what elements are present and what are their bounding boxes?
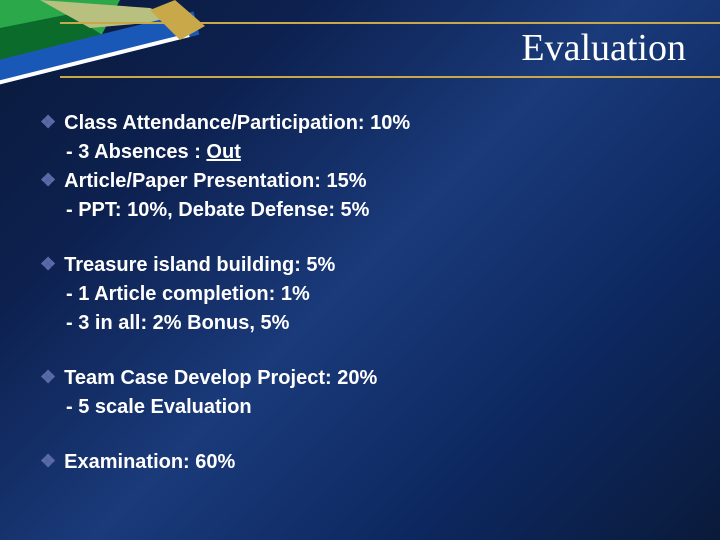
bullet-head-text: Examination: 60%: [64, 449, 235, 476]
bullet-item: ❖ Examination: 60%: [40, 449, 690, 476]
bullet-sub-line: - 3 Absences : Out: [66, 139, 690, 166]
bullet-sub-text: - PPT: 10%, Debate Defense: 5%: [66, 199, 369, 221]
diamond-bullet-icon: ❖: [40, 110, 56, 135]
header: Evaluation: [0, 0, 720, 100]
bullet-sub-text: - 3 in all: 2% Bonus, 5%: [66, 312, 289, 334]
bullet-head-text: Class Attendance/Participation: 10%: [64, 110, 410, 137]
diamond-bullet-icon: ❖: [40, 252, 56, 277]
bullet-sub-text: - 3 Absences :: [66, 141, 206, 163]
diamond-bullet-icon: ❖: [40, 449, 56, 474]
bullet-sub-underlined: Out: [206, 141, 240, 163]
bullet-head-text: Treasure island building: 5%: [64, 252, 335, 279]
content-area: ❖Class Attendance/Participation: 10%- 3 …: [40, 110, 690, 478]
diamond-bullet-icon: ❖: [40, 168, 56, 193]
diamond-bullet-icon: ❖: [40, 365, 56, 390]
bullet-item: ❖ Team Case Develop Project: 20%: [40, 365, 690, 392]
bullet-item: ❖ Class Attendance/Participation: 10%: [40, 110, 690, 137]
slide: Evaluation ❖ Class Attendance/Participati…: [0, 0, 720, 540]
accent-line-top: [60, 22, 720, 24]
page-title: Evaluation: [521, 26, 686, 70]
bullet-item: ❖ Article/Paper Presentation: 15%: [40, 168, 690, 195]
bullet-sub-line: - 1 Article completion: 1%: [66, 281, 690, 308]
bullet-sub-line: - PPT: 10%, Debate Defense: 5%: [66, 197, 690, 224]
bullet-sub-line: - 5 scale Evaluation: [66, 394, 690, 421]
bullet-sub-text: - 5 scale Evaluation: [66, 396, 252, 418]
group-spacer: [40, 339, 690, 365]
bullet-sub-text: - 1 Article completion: 1%: [66, 283, 310, 305]
bullet-head-text: Article/Paper Presentation: 15%: [64, 168, 366, 195]
group-spacer: [40, 423, 690, 449]
bullet-sub-line: - 3 in all: 2% Bonus, 5%: [66, 310, 690, 337]
accent-line-bottom: [60, 76, 720, 78]
bullet-head-text: Team Case Develop Project: 20%: [64, 365, 377, 392]
group-spacer: [40, 226, 690, 252]
bullet-item: ❖ Treasure island building: 5%: [40, 252, 690, 279]
